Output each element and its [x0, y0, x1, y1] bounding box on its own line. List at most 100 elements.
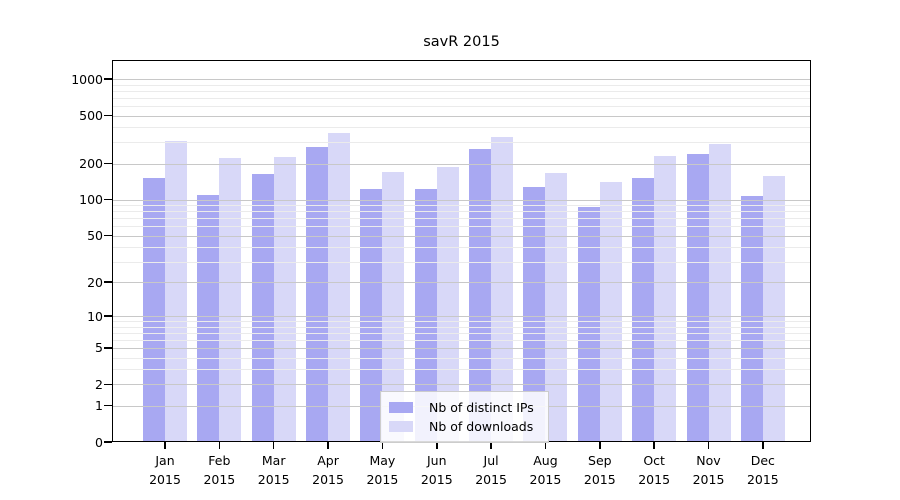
x-tick-label: Mar 2015 [242, 452, 306, 489]
major-gridline [112, 163, 811, 165]
bar-downloads-feb [219, 158, 242, 442]
y-tick-label: 20 [87, 274, 103, 290]
x-tick-label-year: 2015 [312, 471, 344, 487]
x-tick [762, 442, 764, 449]
minor-gridline [112, 369, 811, 371]
bar-distinct-ips-sep [577, 206, 600, 442]
x-tick-label-month: May [369, 453, 396, 468]
x-tick [490, 442, 492, 449]
x-tick-label: Apr 2015 [296, 452, 360, 489]
x-tick-label-year: 2015 [366, 471, 399, 487]
x-tick [272, 442, 275, 449]
y-tick-label: 50 [87, 228, 103, 244]
x-tick-label: May 2015 [350, 452, 414, 489]
x-tick-label-month: Jul [483, 453, 499, 468]
x-tick [544, 442, 547, 449]
y-tick [104, 441, 112, 443]
y-tick-label: 1000 [71, 71, 103, 87]
minor-gridline [112, 90, 811, 92]
bar-distinct-ips-feb [197, 194, 220, 442]
legend: Nb of distinct IPs Nb of downloads [380, 391, 549, 443]
y-tick [104, 404, 112, 407]
legend-entry-distinct-ips: Nb of distinct IPs [389, 398, 534, 417]
x-tick-label-month: Apr [317, 453, 339, 468]
legend-swatch-downloads [389, 421, 413, 432]
bar-distinct-ips-jun [414, 188, 437, 442]
y-tick [104, 78, 112, 81]
y-tick [104, 315, 112, 317]
bar-downloads-oct [654, 155, 677, 442]
x-tick-label: Feb 2015 [187, 452, 251, 489]
major-gridline [112, 115, 811, 117]
minor-gridline [112, 211, 811, 213]
chart-title: savR 2015 [423, 34, 500, 50]
x-tick-label-year: 2015 [203, 471, 236, 487]
bar-distinct-ips-jul [469, 149, 492, 442]
major-gridline [112, 199, 811, 201]
x-tick [327, 442, 329, 449]
x-tick-label-month: Oct [643, 453, 665, 468]
y-tick-label: 2 [95, 376, 103, 392]
bar-distinct-ips-may [360, 189, 383, 442]
y-tick [104, 383, 112, 386]
x-tick-label: Sep 2015 [568, 452, 632, 489]
bar-downloads-apr [328, 133, 351, 442]
x-tick-label-month: Feb [208, 453, 231, 468]
major-gridline [112, 347, 811, 349]
minor-gridline [112, 84, 811, 86]
x-tick-label-month: Aug [533, 453, 558, 468]
x-tick-label-month: Jan [155, 453, 175, 468]
x-tick [707, 442, 710, 449]
major-gridline [112, 384, 811, 386]
x-tick-label: Jan 2015 [133, 452, 197, 489]
bar-distinct-ips-nov [686, 154, 709, 442]
bar-distinct-ips-apr [306, 146, 329, 442]
x-tick [653, 442, 655, 449]
bar-distinct-ips-mar [251, 174, 274, 442]
legend-swatch-distinct-ips [389, 402, 413, 413]
minor-gridline [112, 226, 811, 228]
bar-distinct-ips-aug [523, 186, 546, 442]
minor-gridline [112, 321, 811, 323]
bar-downloads-mar [273, 156, 296, 442]
x-tick-label: Jun 2015 [405, 452, 469, 489]
x-tick-label-year: 2015 [420, 471, 453, 487]
y-tick-label: 200 [79, 156, 103, 172]
legend-label-distinct-ips: Nb of distinct IPs [429, 400, 534, 415]
x-tick-label-year: 2015 [746, 471, 779, 487]
x-tick-label-month: Dec [750, 453, 775, 468]
major-gridline [112, 79, 811, 81]
minor-gridline [112, 261, 811, 263]
y-tick [104, 198, 112, 201]
minor-gridline [112, 332, 811, 334]
x-tick-label-year: 2015 [475, 471, 507, 487]
bar-downloads-dec [762, 175, 785, 442]
y-tick [104, 347, 112, 349]
minor-gridline [112, 127, 811, 129]
bar-distinct-ips-dec [740, 195, 763, 442]
x-tick-label-month: Sep [588, 453, 612, 468]
y-tick [104, 281, 112, 283]
x-tick-label: Dec 2015 [731, 452, 795, 489]
minor-gridline [112, 97, 811, 99]
legend-label-downloads: Nb of downloads [429, 419, 534, 434]
x-tick [218, 442, 221, 449]
x-tick-label-month: Mar [261, 453, 286, 468]
legend-entry-downloads: Nb of downloads [389, 417, 534, 436]
y-tick [104, 114, 112, 117]
bar-distinct-ips-jan [143, 177, 165, 442]
major-gridline [112, 235, 811, 237]
x-tick [381, 442, 384, 449]
x-tick-label-year: 2015 [529, 471, 562, 487]
y-tick [104, 162, 112, 165]
y-tick-label: 5 [95, 340, 103, 356]
x-tick-label-year: 2015 [149, 471, 181, 487]
x-tick [164, 442, 166, 449]
x-tick [599, 442, 601, 449]
bar-downloads-jul [491, 137, 514, 442]
x-tick-label: Nov 2015 [677, 452, 741, 489]
major-gridline [112, 316, 811, 318]
minor-gridline [112, 142, 811, 144]
